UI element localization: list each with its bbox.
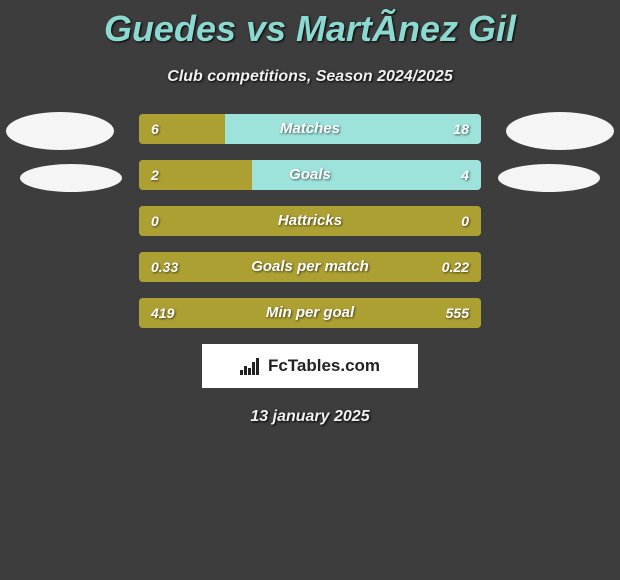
logo-box: FcTables.com <box>202 344 418 388</box>
stat-label: Goals per match <box>139 252 481 282</box>
player-left-avatar <box>6 112 114 150</box>
stat-label: Hattricks <box>139 206 481 236</box>
stat-rows: 618Matches 24Goals 00Hattricks 0.330.22Goal… <box>139 114 481 328</box>
player-right-avatar <box>506 112 614 150</box>
date-label: 13 january 2025 <box>0 408 620 426</box>
stat-label: Goals <box>139 160 481 190</box>
stat-row: 00Hattricks <box>139 206 481 236</box>
stat-label: Min per goal <box>139 298 481 328</box>
stat-row: 618Matches <box>139 114 481 144</box>
stat-label: Matches <box>139 114 481 144</box>
player-left-avatar-2 <box>20 164 122 192</box>
bar-chart-icon <box>240 357 262 375</box>
stat-row: 24Goals <box>139 160 481 190</box>
stat-row: 0.330.22Goals per match <box>139 252 481 282</box>
page-title: Guedes vs MartÃ­nez Gil <box>0 0 620 50</box>
subtitle: Club competitions, Season 2024/2025 <box>0 68 620 86</box>
logo-text: FcTables.com <box>268 356 380 376</box>
stat-row: 419555Min per goal <box>139 298 481 328</box>
player-right-avatar-2 <box>498 164 600 192</box>
comparison-chart: 618Matches 24Goals 00Hattricks 0.330.22Goal… <box>0 114 620 328</box>
